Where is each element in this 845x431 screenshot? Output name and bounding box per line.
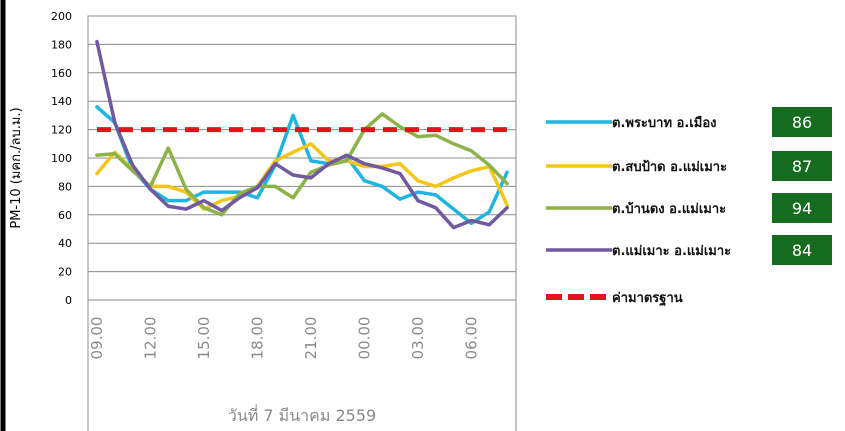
y-tick-20: 20 xyxy=(58,266,72,279)
x-tick-06.00: 06.00 xyxy=(462,317,480,360)
legend: ต.พระบาท อ.เมือง 86 ต.สบป้าด อ.แม่เมาะ 87 ต.… xyxy=(546,107,832,307)
legend-badge-2 xyxy=(772,151,832,181)
y-tick-200: 200 xyxy=(51,10,72,23)
x-tick-00.00: 00.00 xyxy=(355,317,373,360)
series-line-3 xyxy=(95,112,509,217)
legend-badge-value-3: 94 xyxy=(792,199,812,218)
legend-label-2: ต.สบป้าด อ.แม่เมาะ xyxy=(612,159,727,175)
x-tick-21.00: 21.00 xyxy=(302,317,320,360)
y-tick-80: 80 xyxy=(58,180,72,193)
legend-badge-value-2: 87 xyxy=(792,157,812,176)
legend-label-3: ต.บ้านดง อ.แม่เมาะ xyxy=(612,201,726,217)
y-tick-40: 40 xyxy=(58,237,72,250)
series-line-2 xyxy=(95,142,509,211)
y-tick-100: 100 xyxy=(51,152,72,165)
x-tick-09.00: 09.00 xyxy=(88,317,106,360)
y-axis-title: PM-10 (มคก./ลบ.ม.) xyxy=(9,107,24,228)
y-tick-120: 120 xyxy=(51,124,72,137)
legend-badge-value-4: 84 xyxy=(792,241,812,260)
x-tick-03.00: 03.00 xyxy=(409,317,427,360)
legend-badge-4 xyxy=(772,235,832,265)
x-tick-labels: 09.00 12.00 15.00 18.00 21.00 00.00 03.00 06.00 xyxy=(88,317,480,360)
y-tick-labels: 0 20 40 60 80 100 120 140 160 180 200 xyxy=(51,10,72,307)
y-tick-160: 160 xyxy=(51,67,72,80)
y-tick-140: 140 xyxy=(51,95,72,108)
legend-label-5: ค่ามาตรฐาน xyxy=(612,291,683,307)
x-axis-title: วันที่ 7 มีนาคม 2559 xyxy=(228,404,376,425)
x-tick-18.00: 18.00 xyxy=(248,317,266,360)
legend-label-4: ต.แม่เมาะ อ.แม่เมาะ xyxy=(612,244,731,259)
y-tick-180: 180 xyxy=(51,38,72,51)
series-line-1 xyxy=(95,105,509,226)
gridlines xyxy=(88,15,516,301)
y-tick-60: 60 xyxy=(58,209,72,222)
legend-label-1: ต.พระบาท อ.เมือง xyxy=(612,115,716,131)
legend-badge-1 xyxy=(772,107,832,137)
legend-badge-3 xyxy=(772,193,832,223)
series-lines xyxy=(95,39,509,230)
x-tick-12.00: 12.00 xyxy=(141,317,159,360)
x-tick-15.00: 15.00 xyxy=(195,317,213,360)
y-tick-0: 0 xyxy=(65,294,72,307)
series-line-4 xyxy=(95,39,509,230)
legend-badge-value-1: 86 xyxy=(792,113,812,132)
